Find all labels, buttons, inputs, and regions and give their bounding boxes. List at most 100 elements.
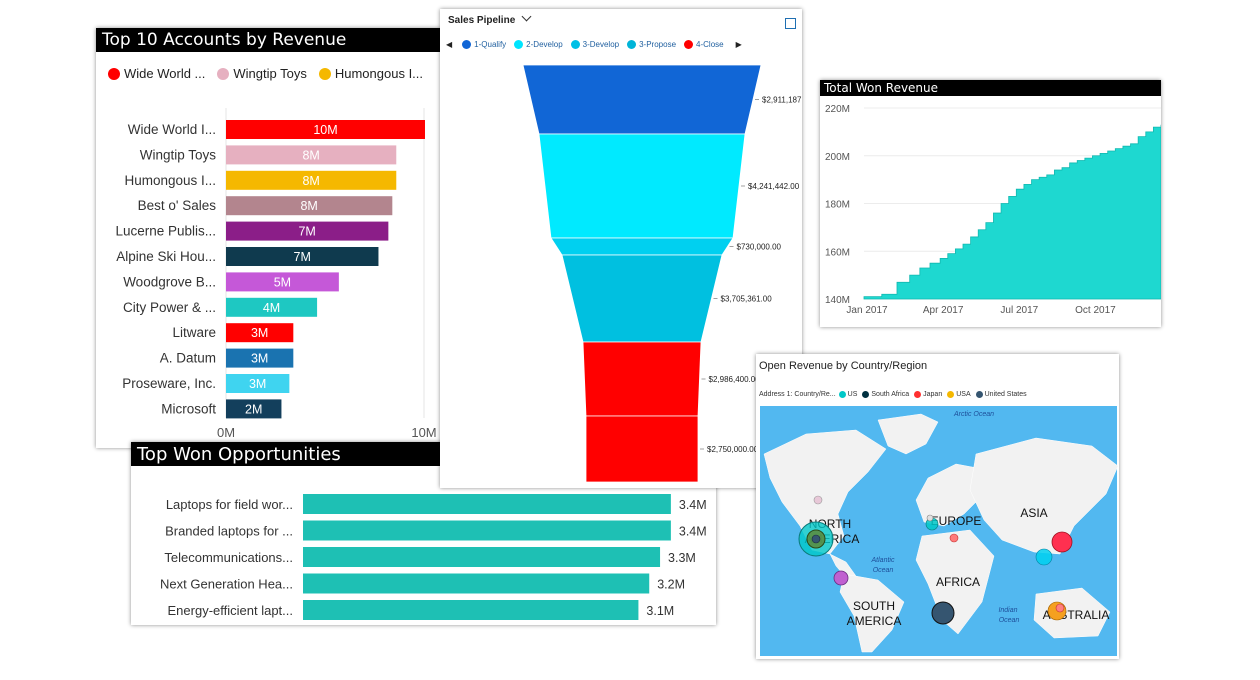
top-won-chart: Laptops for field wor... 3.4M Branded lapt… — [160, 494, 707, 620]
map-bubble[interactable] — [1035, 548, 1053, 566]
legend-label: 4-Close — [696, 40, 724, 49]
category-label: Microsoft — [161, 401, 216, 416]
funnel-value-label: $2,986,400.00 — [709, 375, 761, 384]
category-label: A. Datum — [160, 351, 216, 366]
legend-item[interactable]: Humongous I... — [318, 66, 423, 81]
legend-item[interactable]: 3-Propose — [627, 40, 676, 49]
bar — [303, 494, 671, 514]
category-label: Branded laptops for ... — [165, 524, 293, 539]
map-bubble[interactable] — [949, 533, 959, 543]
label-arctic-ocean: Arctic Ocean — [953, 411, 994, 418]
y-tick-label: 180M — [825, 200, 850, 211]
pipeline-header[interactable]: Sales Pipeline — [448, 11, 532, 26]
bar-value-label: 3M — [251, 326, 268, 340]
bar — [303, 547, 661, 567]
category-label: Proseware, Inc. — [122, 376, 216, 391]
category-label: Best o' Sales — [138, 198, 217, 213]
label-africa: AFRICA — [936, 575, 980, 589]
category-label: Next Generation Hea... — [160, 577, 293, 592]
world-map[interactable]: Arctic Ocean NORTH AMERICA EUROPE ASIA A… — [756, 354, 1119, 659]
x-tick-label: Jan 2017 — [846, 305, 888, 316]
chevron-right-icon[interactable]: ▶ — [735, 40, 742, 49]
bar — [303, 573, 650, 594]
legend-item[interactable]: South Africa — [862, 391, 909, 398]
funnel-segment — [561, 254, 723, 343]
legend-item[interactable]: 4-Close — [684, 40, 724, 49]
label-south-america: SOUTH — [853, 599, 895, 613]
funnel-segment — [582, 341, 702, 417]
legend-label: USA — [956, 391, 971, 398]
bar-value-label: 3.4M — [679, 525, 707, 539]
legend-dot — [627, 40, 637, 49]
bar — [226, 120, 425, 139]
bar — [226, 374, 290, 393]
total-won-chart: 140M 160M 180M 200M 220M Jan 2017 Apr 2017 Jul … — [825, 104, 1161, 316]
bar — [226, 221, 389, 241]
label-europe: EUROPE — [931, 514, 982, 528]
category-label: Litware — [172, 325, 216, 340]
category-label: Alpine Ski Hou... — [116, 249, 216, 264]
map-bubble[interactable] — [1055, 603, 1065, 613]
legend-dot — [862, 391, 870, 398]
legend-dot — [684, 40, 694, 49]
legend-label: Wide World ... — [124, 66, 206, 81]
legend-item[interactable]: Japan — [914, 391, 942, 398]
legend-dot — [318, 67, 331, 80]
focus-mode-icon[interactable] — [785, 18, 796, 29]
category-label: Wingtip Toys — [140, 147, 217, 162]
bar-value-label: 3M — [249, 377, 266, 391]
total-won-card[interactable]: Total Won Revenue 140M 160M 180M 200M 220M Ja… — [820, 80, 1161, 327]
legend-item[interactable]: Wingtip Toys — [217, 66, 307, 81]
funnel-value-label: $730,000.00 — [737, 243, 782, 252]
map-bubble[interactable] — [813, 495, 823, 505]
map-legend-title: Address 1: Country/Re... — [759, 391, 836, 398]
legend-label: Wingtip Toys — [233, 66, 307, 81]
map-bubble[interactable] — [931, 601, 955, 625]
legend-label: 1-Qualify — [474, 40, 507, 49]
legend-item[interactable]: 1-Qualify — [462, 40, 506, 49]
bar — [226, 170, 397, 190]
chevron-left-icon[interactable]: ◀ — [446, 40, 453, 49]
pipeline-title: Sales Pipeline — [448, 15, 516, 26]
map-bubble[interactable] — [1051, 531, 1073, 553]
map-bubble[interactable] — [926, 514, 934, 522]
legend-label: United States — [984, 391, 1027, 398]
legend-item[interactable]: US — [838, 391, 858, 398]
legend-label: South Africa — [871, 391, 910, 398]
bar — [226, 247, 379, 266]
top-accounts-legend: Wide World ... Wingtip Toys Humongous I.… — [108, 66, 423, 81]
x-tick-label: Oct 2017 — [1075, 305, 1116, 316]
legend-item[interactable]: United States — [975, 391, 1027, 398]
label-indian-ocean: Indian — [998, 607, 1017, 614]
legend-dot — [108, 67, 120, 80]
map-legend: Address 1: Country/Re... US South Africa… — [759, 391, 1027, 398]
category-label: Woodgrove B... — [123, 274, 216, 289]
bar-value-label: 8M — [300, 199, 317, 213]
legend-item[interactable]: 3-Develop — [570, 40, 620, 49]
x-tick-label: Apr 2017 — [923, 305, 964, 316]
landmass — [763, 413, 1119, 653]
map-bubble[interactable] — [833, 570, 849, 586]
pipeline-card[interactable]: Sales Pipeline ◀ 1-Qualify 2-Develop 3-D… — [440, 9, 802, 488]
legend-item[interactable]: 2-Develop — [514, 40, 563, 49]
bar-value-label: 3M — [251, 352, 268, 366]
map-bubbles — [798, 495, 1073, 625]
top-accounts-title: Top 10 Accounts by Revenue — [96, 28, 442, 52]
legend-label: 3-Develop — [582, 40, 620, 49]
map-bubble[interactable] — [811, 534, 821, 544]
map-card[interactable]: Open Revenue by Country/Region Address 1… — [756, 354, 1119, 659]
top-accounts-card[interactable]: Top 10 Accounts by Revenue Wide World ..… — [96, 28, 442, 448]
category-label: Telecommunications... — [164, 550, 293, 565]
legend-item[interactable]: Wide World ... — [108, 66, 205, 81]
map-title: Open Revenue by Country/Region — [759, 360, 928, 372]
legend-label: US — [847, 391, 858, 398]
top-accounts-chart: Wide World I... 10M Wingtip Toys 8M Humongou… — [115, 108, 437, 440]
bar — [226, 323, 294, 343]
category-label: Wide World I... — [128, 122, 216, 137]
funnel-segment — [522, 64, 762, 135]
legend-dot — [217, 67, 230, 80]
area-series — [863, 124, 1161, 300]
bar-value-label: 3.4M — [679, 498, 707, 512]
legend-item[interactable]: USA — [947, 391, 971, 398]
category-label: Energy-efficient lapt... — [168, 603, 294, 618]
